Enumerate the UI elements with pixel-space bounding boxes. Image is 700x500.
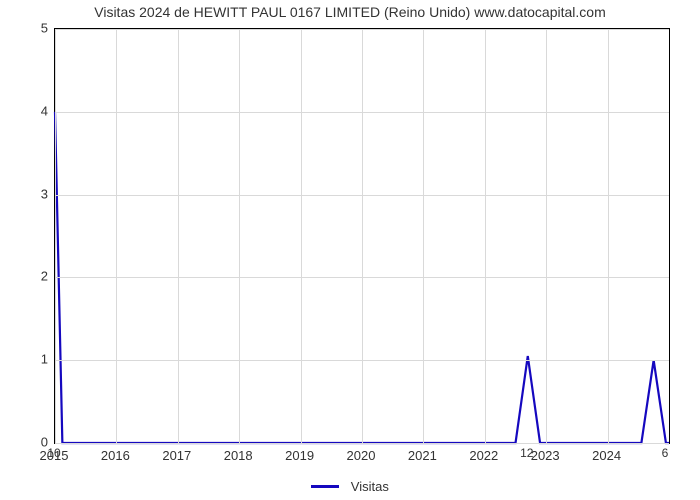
y-tick-label: 4 bbox=[4, 103, 48, 118]
chart-title: Visitas 2024 de HEWITT PAUL 0167 LIMITED… bbox=[0, 4, 700, 20]
x-tick-label: 2020 bbox=[347, 448, 376, 463]
gridline-h bbox=[55, 277, 669, 278]
gridline-h bbox=[55, 360, 669, 361]
point-label: 10 bbox=[47, 446, 60, 460]
x-tick-label: 2021 bbox=[408, 448, 437, 463]
gridline-v bbox=[546, 29, 547, 443]
x-tick-label: 2019 bbox=[285, 448, 314, 463]
gridline-v bbox=[485, 29, 486, 443]
y-tick-label: 5 bbox=[4, 21, 48, 36]
legend-label: Visitas bbox=[351, 479, 389, 494]
gridline-v bbox=[116, 29, 117, 443]
gridline-h bbox=[55, 112, 669, 113]
chart-container: Visitas 2024 de HEWITT PAUL 0167 LIMITED… bbox=[0, 0, 700, 500]
point-label: 6 bbox=[662, 446, 669, 460]
x-tick-label: 2016 bbox=[101, 448, 130, 463]
x-tick-label: 2024 bbox=[592, 448, 621, 463]
x-tick-label: 2018 bbox=[224, 448, 253, 463]
x-tick-label: 2022 bbox=[469, 448, 498, 463]
y-tick-label: 3 bbox=[4, 186, 48, 201]
plot-area bbox=[54, 28, 670, 444]
gridline-v bbox=[178, 29, 179, 443]
legend-swatch bbox=[311, 485, 339, 488]
gridline-v bbox=[239, 29, 240, 443]
gridline-h bbox=[55, 29, 669, 30]
y-tick-label: 0 bbox=[4, 435, 48, 450]
gridline-h bbox=[55, 195, 669, 196]
y-tick-label: 2 bbox=[4, 269, 48, 284]
point-label: 12 bbox=[520, 446, 533, 460]
gridline-v bbox=[301, 29, 302, 443]
gridline-v bbox=[55, 29, 56, 443]
legend: Visitas bbox=[0, 478, 700, 494]
gridline-h bbox=[55, 443, 669, 444]
gridline-v bbox=[423, 29, 424, 443]
x-tick-label: 2017 bbox=[162, 448, 191, 463]
gridline-v bbox=[608, 29, 609, 443]
x-tick-label: 2023 bbox=[531, 448, 560, 463]
gridline-v bbox=[362, 29, 363, 443]
y-tick-label: 1 bbox=[4, 352, 48, 367]
